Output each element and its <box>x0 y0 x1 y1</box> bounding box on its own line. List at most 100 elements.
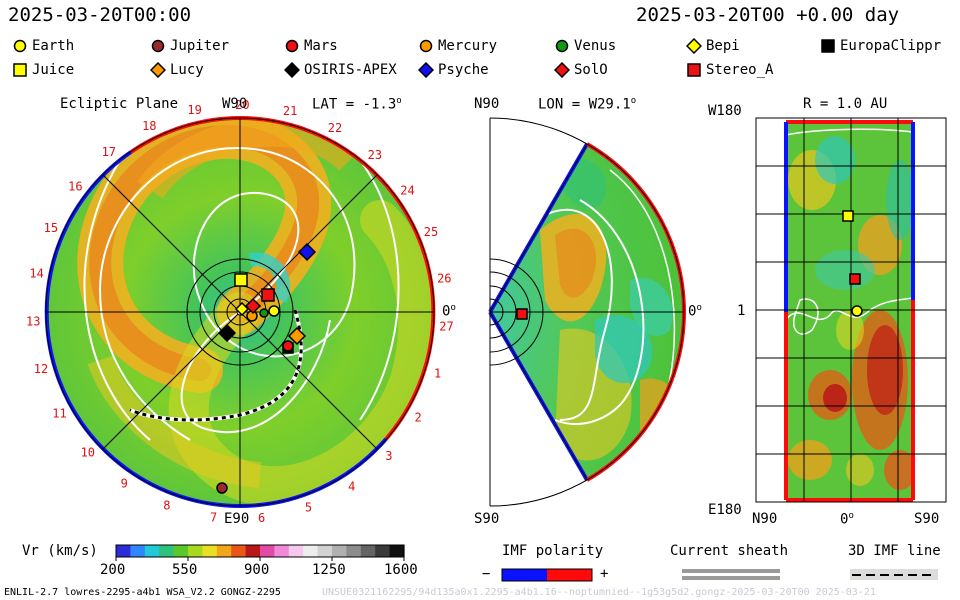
date-right: 2025-03-20T00 +0.00 day <box>636 4 900 26</box>
legend-item: Stereo_A <box>686 62 773 78</box>
carrington-label: 25 <box>424 225 438 239</box>
imf-polarity-bar <box>501 568 593 582</box>
legend-marker-icon <box>13 63 27 77</box>
stereo-a-marker-radial <box>849 273 861 285</box>
radial-r-label: R = 1.0 AU <box>803 96 888 112</box>
carrington-label: 17 <box>102 145 116 159</box>
carrington-label: 6 <box>258 511 265 525</box>
ecliptic-markers <box>216 242 317 494</box>
current-sheath-label: Current sheath <box>670 543 789 559</box>
carrington-label: 20 <box>235 98 249 112</box>
legend-marker-icon <box>686 38 702 54</box>
colorbar-segment <box>317 545 333 557</box>
legend-marker-icon <box>821 39 835 53</box>
imf-plus-swatch <box>547 569 592 581</box>
legend-marker-icon <box>418 62 434 78</box>
radial-features <box>786 128 913 490</box>
carrington-label: 8 <box>163 499 170 513</box>
legend-marker-icon <box>284 62 300 78</box>
carrington-label: 16 <box>68 180 82 194</box>
legend-item-label: Earth <box>32 38 75 54</box>
legend-item: Venus <box>554 38 616 54</box>
juice-marker <box>234 273 248 287</box>
legend-item: Earth <box>12 38 74 54</box>
imf-polarity-label: IMF polarity <box>502 543 604 559</box>
stereo-a-marker <box>261 288 275 302</box>
legend-item-label: Mercury <box>438 38 498 54</box>
carrington-label: 10 <box>81 445 95 459</box>
legend-marker-icon <box>419 39 433 53</box>
colorbar-segment <box>144 545 160 557</box>
carrington-label: 18 <box>142 119 156 133</box>
colorbar-tick-200: 200 <box>100 562 126 578</box>
date-left: 2025-03-20T00:00 <box>8 4 192 26</box>
legend-item-label: Venus <box>574 38 617 54</box>
colorbar-segment <box>245 545 261 557</box>
earth-marker-radial <box>851 305 863 317</box>
legend-item: Psyche <box>418 62 489 78</box>
legend-item: Bepi <box>686 38 740 54</box>
colorbar-tick-550: 550 <box>172 562 198 578</box>
colorbar-segment <box>260 545 275 557</box>
legend-item-label: Jupiter <box>170 38 230 54</box>
meridional-right-label: 0o <box>688 303 702 320</box>
osiris-apex-marker <box>217 323 237 343</box>
carrington-label: 23 <box>368 148 382 162</box>
colorbar-segment <box>216 545 232 557</box>
colorbar-tick-1600: 1600 <box>384 562 418 578</box>
imf-minus-label: − <box>482 566 491 582</box>
carrington-label: 4 <box>348 479 355 493</box>
legend-item-label: Bepi <box>706 38 740 54</box>
imf-plus-label: + <box>600 566 609 582</box>
earth-marker <box>268 305 280 317</box>
carrington-label: 22 <box>328 121 342 135</box>
carrington-label: 15 <box>44 221 58 235</box>
legend-item-label: SolO <box>574 62 608 78</box>
carrington-label: 9 <box>121 477 128 491</box>
colorbar-segment <box>188 545 203 557</box>
legend-marker-icon <box>150 62 166 78</box>
ecliptic-title: Ecliptic Plane <box>60 96 179 112</box>
carrington-label: 21 <box>283 104 297 118</box>
colorbar-segment <box>303 545 319 557</box>
carrington-label: 14 <box>29 267 43 281</box>
carrington-label: 27 <box>439 319 453 333</box>
colorbar-segment <box>159 545 175 557</box>
colorbar-segment <box>360 545 376 557</box>
colorbar-label: Vr (km/s) <box>22 543 98 559</box>
jupiter-marker <box>216 482 228 494</box>
legend-item: EuropaClippr <box>820 38 941 54</box>
psyche-marker <box>297 242 317 262</box>
carrington-label: 5 <box>305 500 312 514</box>
ecliptic-lat-label: LAT = -1.3o <box>312 96 402 113</box>
carrington-label: 3 <box>385 449 392 463</box>
imf-minus-swatch <box>502 569 547 581</box>
legend-item-label: Lucy <box>170 62 204 78</box>
colorbar-segment <box>130 545 146 557</box>
legend-item: Mars <box>284 38 338 54</box>
radial-bottom-left: E180 <box>708 502 742 518</box>
mars-marker <box>282 340 294 352</box>
legend-marker-icon <box>13 39 27 53</box>
legend-item-label: EuropaClippr <box>840 38 942 54</box>
colorbar-segment <box>375 545 391 557</box>
legend-marker-icon <box>554 62 570 78</box>
colorbar-segment <box>173 545 189 557</box>
radial-panel <box>755 117 947 503</box>
carrington-label: 7 <box>210 510 217 524</box>
juice-marker-radial <box>842 210 854 222</box>
current-sheath-swatch <box>682 569 780 580</box>
colorbar-segment <box>274 545 290 557</box>
radial-top-left: W180 <box>708 103 742 119</box>
meridional-panel <box>488 117 686 507</box>
colorbar-segment <box>288 545 304 557</box>
meridional-top-label: N90 <box>474 96 500 112</box>
colorbar-segment <box>231 545 247 557</box>
colorbar-segment <box>346 545 362 557</box>
radial-x-mid: 0o <box>840 511 854 528</box>
colorbar-tick-1250: 1250 <box>312 562 346 578</box>
colorbar-segment <box>389 545 405 557</box>
